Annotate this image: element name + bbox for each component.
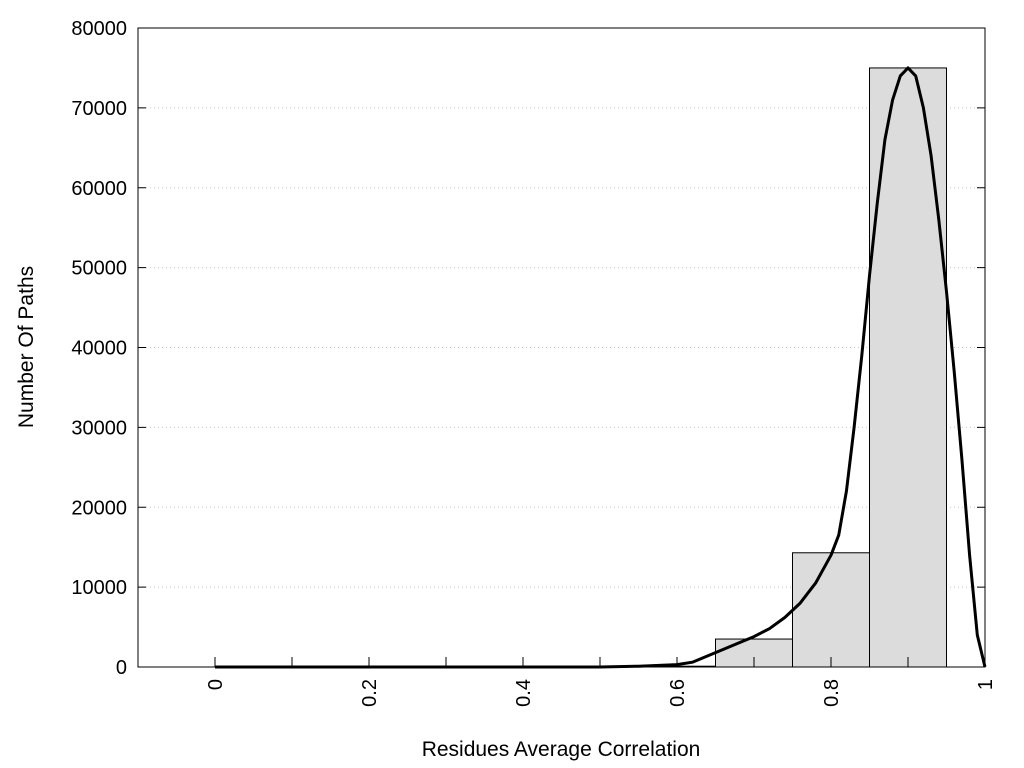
x-tick-label: 0.6	[667, 679, 689, 707]
y-tick-label: 40000	[71, 338, 127, 360]
y-tick-label: 80000	[71, 18, 127, 40]
x-tick-label: 0.8	[821, 679, 843, 707]
y-tick-labels: 0 10000 20000 30000 40000 50000 60000 70000 8000…	[71, 18, 127, 679]
histogram-bars	[638, 67, 947, 668]
y-tick-label: 50000	[71, 258, 127, 280]
x-tick-label: 0.2	[359, 679, 381, 707]
y-tick-label: 70000	[71, 98, 127, 120]
x-axis-title: Residues Average Correlation	[422, 738, 701, 761]
y-tick-label: 20000	[71, 497, 127, 519]
histogram-bar	[792, 552, 870, 668]
histogram-bar	[869, 67, 947, 668]
y-tick-label: 10000	[71, 577, 127, 599]
x-tick-label: 0	[205, 679, 227, 690]
y-tick-label: 0	[116, 657, 127, 679]
fitted-curve	[215, 66, 987, 669]
gridlines	[138, 107, 985, 588]
y-tick-label: 60000	[71, 178, 127, 200]
y-axis-title: Number Of Paths	[15, 266, 38, 428]
x-tick-labels: 0 0.2 0.4 0.6 0.8 1	[205, 679, 997, 707]
x-tick-label: 0.4	[513, 679, 535, 707]
y-tick-label: 30000	[71, 417, 127, 439]
x-tick-label: 1	[975, 679, 997, 690]
